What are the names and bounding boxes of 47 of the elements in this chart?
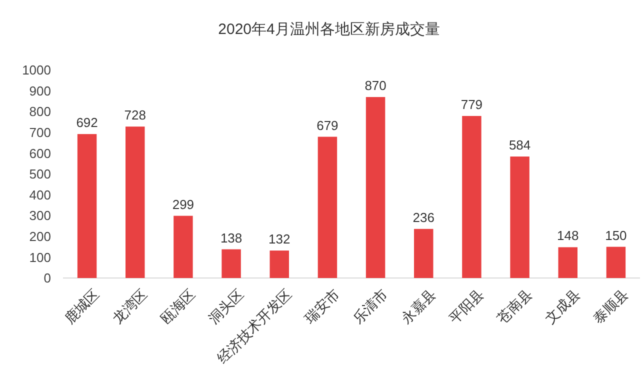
x-tick-label: 洞头区 — [205, 286, 246, 327]
x-tick-label: 平阳县 — [446, 286, 487, 327]
data-label: 150 — [605, 228, 627, 243]
bar — [270, 250, 289, 278]
data-label: 584 — [508, 138, 531, 153]
x-tick-label: 瓯海区 — [157, 286, 198, 327]
chart-title: 2020年4月温州各地区新房成交量 — [218, 21, 440, 38]
bar — [462, 116, 482, 278]
x-tick-label: 文成县 — [542, 286, 583, 327]
y-tick-label: 600 — [29, 146, 51, 161]
x-tick-label: 鹿城区 — [61, 286, 102, 327]
x-tick-label: 永嘉县 — [398, 286, 439, 327]
bar — [606, 246, 626, 278]
x-tick-label: 泰顺县 — [590, 286, 632, 327]
y-tick-label: 100 — [29, 250, 51, 265]
x-tick-label: 苍南县 — [494, 286, 535, 327]
data-label: 870 — [364, 78, 386, 94]
y-tick-label: 900 — [29, 83, 51, 98]
y-tick-label: 700 — [29, 124, 51, 140]
data-label: 679 — [316, 118, 338, 133]
x-tick-label: 乐清市 — [350, 286, 391, 327]
data-label: 728 — [124, 108, 146, 123]
y-tick-label: 500 — [29, 166, 51, 182]
data-label: 779 — [460, 96, 483, 112]
bar — [318, 136, 338, 278]
bar — [366, 97, 386, 278]
y-tick-label: 800 — [29, 104, 51, 120]
x-tick-label: 龙湾区 — [109, 286, 150, 327]
bar — [126, 126, 145, 278]
data-label: 236 — [412, 210, 434, 225]
y-tick-label: 300 — [29, 208, 51, 224]
y-tick-label: 0 — [44, 270, 51, 286]
x-tick-label: 瑞安市 — [301, 286, 343, 327]
y-tick-label: 200 — [29, 228, 51, 244]
data-label: 148 — [557, 228, 579, 244]
bar — [174, 216, 193, 278]
data-label: 132 — [268, 232, 290, 247]
y-tick-label: 400 — [29, 187, 51, 202]
bar — [77, 134, 97, 278]
data-label: 138 — [220, 230, 242, 246]
bar — [414, 228, 434, 278]
bar — [510, 156, 530, 278]
y-tick-label: 1000 — [22, 62, 51, 78]
data-label: 692 — [76, 115, 98, 130]
bar — [222, 249, 241, 278]
bar — [558, 247, 578, 278]
data-label: 299 — [172, 196, 194, 212]
